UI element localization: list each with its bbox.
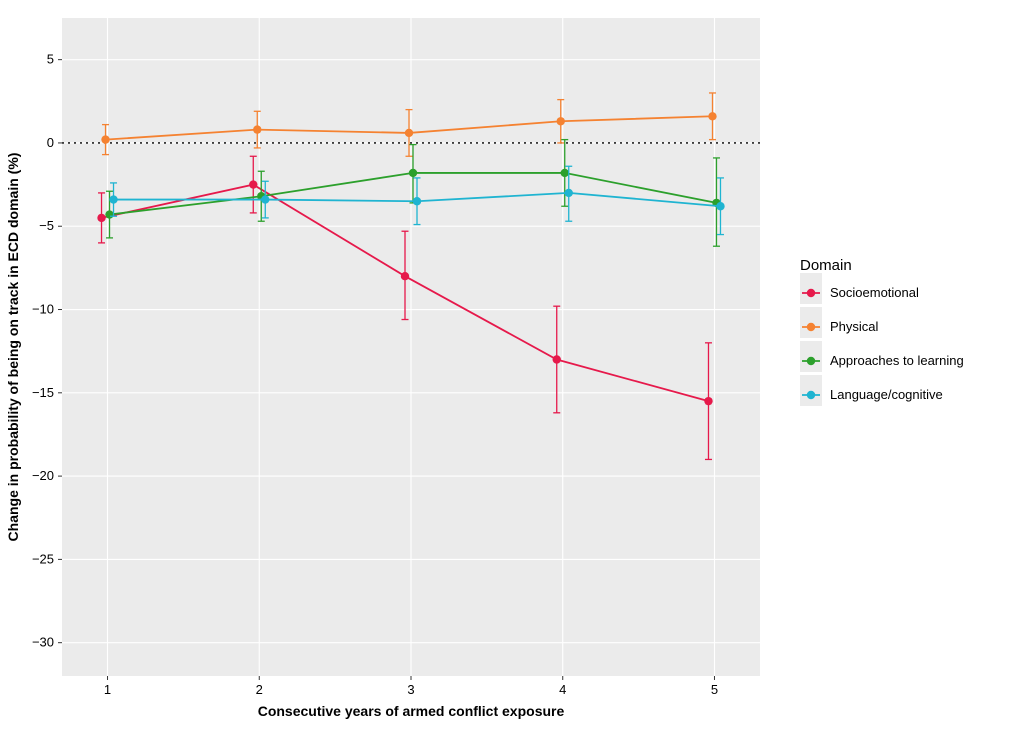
legend-key-point	[807, 289, 815, 297]
series-point	[708, 112, 716, 120]
xtick-label: 5	[711, 682, 718, 697]
ytick-label: −5	[39, 218, 54, 233]
series-point	[557, 117, 565, 125]
series-point	[105, 210, 113, 218]
legend-label: Approaches to learning	[830, 353, 964, 368]
legend-title: Domain	[800, 257, 852, 274]
series-point	[253, 125, 261, 133]
series-point	[561, 169, 569, 177]
series-point	[704, 397, 712, 405]
xtick-label: 1	[104, 682, 111, 697]
series-point	[405, 129, 413, 137]
y-axis-title: Change in probability of being on track …	[5, 153, 21, 542]
series-point	[716, 202, 724, 210]
legend-label: Physical	[830, 319, 879, 334]
xtick-label: 4	[559, 682, 566, 697]
series-point	[553, 355, 561, 363]
series-point	[261, 195, 269, 203]
ytick-label: 0	[47, 135, 54, 150]
series-point	[101, 135, 109, 143]
ytick-label: −20	[32, 468, 54, 483]
series-point	[401, 272, 409, 280]
ytick-label: −15	[32, 385, 54, 400]
series-point	[413, 197, 421, 205]
series-point	[97, 214, 105, 222]
series-point	[409, 169, 417, 177]
series-point	[109, 195, 117, 203]
chart-svg: −30 −25 −20 −15 −10 −5 0 5 1 2 3 4 5 Change in probab…	[0, 0, 1024, 731]
ytick-label: 5	[47, 52, 54, 67]
series-point	[565, 189, 573, 197]
ytick-label: −25	[32, 551, 54, 566]
x-axis-title: Consecutive years of armed conflict expo…	[258, 703, 565, 719]
xtick-label: 3	[407, 682, 414, 697]
ytick-label: −30	[32, 635, 54, 650]
legend-key-point	[807, 391, 815, 399]
series-point	[249, 180, 257, 188]
legend-label: Language/cognitive	[830, 387, 943, 402]
legend-key-point	[807, 357, 815, 365]
legend-key-point	[807, 323, 815, 331]
chart-container: −30 −25 −20 −15 −10 −5 0 5 1 2 3 4 5 Change in probab…	[0, 0, 1024, 731]
legend-label: Socioemotional	[830, 285, 919, 300]
ytick-label: −10	[32, 302, 54, 317]
xtick-label: 2	[256, 682, 263, 697]
